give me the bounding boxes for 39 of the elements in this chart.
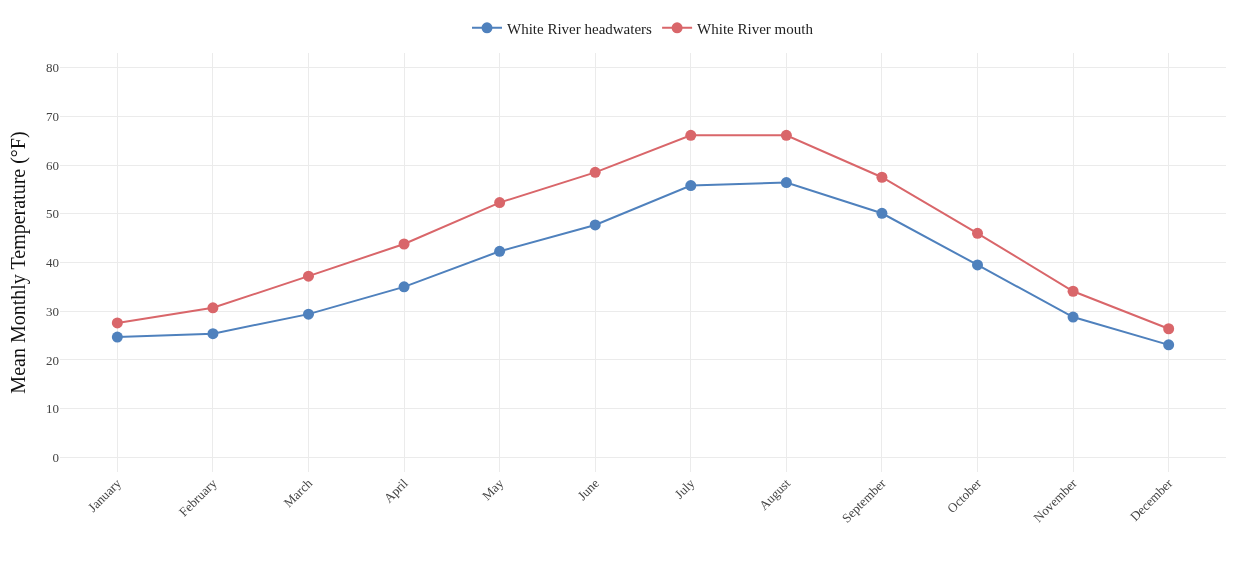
- point: [780, 129, 792, 141]
- point: [1163, 323, 1175, 335]
- point: [1067, 285, 1079, 297]
- legend-label: White River headwaters: [507, 20, 653, 37]
- legend-label: White River mouth: [697, 20, 814, 37]
- y-tick-label: 40: [46, 255, 59, 271]
- y-tick-label: 30: [46, 303, 59, 319]
- point: [398, 281, 410, 293]
- point: [494, 245, 506, 257]
- x-tick-label: July: [671, 475, 698, 502]
- point: [972, 227, 984, 239]
- y-tick-label: 50: [46, 206, 59, 222]
- point: [398, 238, 410, 250]
- point: [685, 129, 697, 141]
- y-axis-title: Mean Monthly Temperature (°F): [6, 131, 30, 394]
- point: [876, 207, 888, 219]
- point: [111, 331, 123, 343]
- point: [1163, 339, 1175, 351]
- point: [685, 180, 697, 192]
- point: [207, 302, 219, 314]
- x-tick-label: June: [574, 475, 603, 504]
- point: [589, 166, 601, 178]
- point: [302, 308, 314, 320]
- y-tick-label: 60: [46, 157, 59, 173]
- x-tick-label: May: [478, 475, 507, 504]
- y-tick-label: 70: [46, 108, 59, 124]
- point: [589, 219, 601, 231]
- point: [111, 317, 123, 329]
- point: [972, 259, 984, 271]
- y-tick-label: 80: [46, 60, 59, 76]
- point: [207, 328, 219, 340]
- y-tick-label: 0: [52, 449, 59, 465]
- point: [302, 270, 314, 282]
- point: [494, 197, 506, 209]
- point: [780, 177, 792, 189]
- y-tick-label: 10: [46, 401, 59, 417]
- point: [876, 171, 888, 183]
- point: [1067, 311, 1079, 323]
- y-tick-label: 20: [46, 352, 59, 368]
